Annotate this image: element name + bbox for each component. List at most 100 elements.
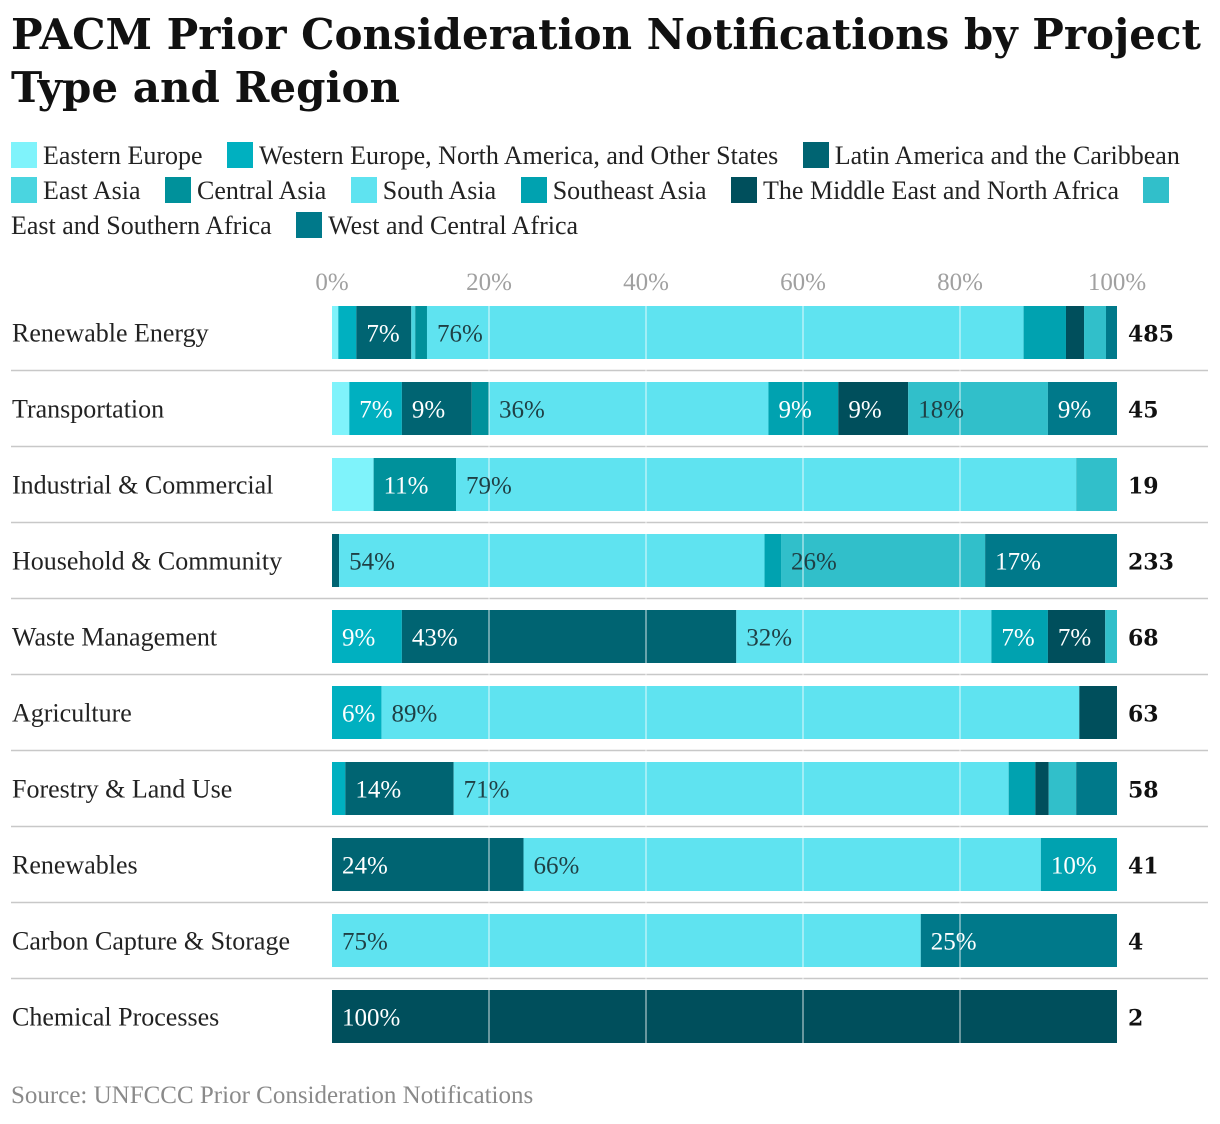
legend-swatch <box>520 177 547 203</box>
data-label: 26% <box>791 549 837 576</box>
data-label: 75% <box>342 929 388 956</box>
bar-segment <box>338 306 357 359</box>
bar-segment <box>908 382 1048 435</box>
legend-swatch <box>296 212 323 238</box>
total-label: 45 <box>1128 398 1159 424</box>
data-label: 9% <box>778 397 811 424</box>
bar-segment <box>1008 762 1036 815</box>
data-label: 11% <box>384 473 429 500</box>
category-label: Household & Community <box>12 547 282 576</box>
legend-swatch <box>350 177 377 203</box>
bar-segment <box>764 534 782 587</box>
total-label: 58 <box>1128 778 1159 804</box>
data-label: 18% <box>918 397 964 424</box>
data-label: 9% <box>1058 397 1091 424</box>
bars <box>332 306 1117 1043</box>
bar-segment <box>339 534 765 587</box>
bar-segment <box>401 610 737 663</box>
bar-segment <box>1076 762 1117 815</box>
category-label: Renewables <box>12 851 138 880</box>
source-note: Source: UNFCCC Prior Consideration Notif… <box>11 1082 534 1109</box>
bar-segment <box>349 382 402 435</box>
legend-label: Southeast Asia <box>552 176 707 205</box>
bar-segment <box>332 838 524 891</box>
bar-segment <box>332 306 339 359</box>
category-label: Transportation <box>12 395 164 424</box>
bar-segment <box>1106 306 1117 359</box>
legend-label: The Middle East and North Africa <box>763 176 1119 205</box>
legend-label: Central Asia <box>197 176 327 205</box>
bar-segment <box>373 458 457 511</box>
bar-segment <box>991 610 1048 663</box>
bar-segment <box>1105 610 1117 663</box>
bar-segment <box>332 610 402 663</box>
bar-segment <box>736 610 992 663</box>
legend-swatch <box>165 177 191 203</box>
bar-segment <box>1023 306 1066 359</box>
bar-segment <box>456 458 1077 511</box>
bar-segment <box>1035 762 1049 815</box>
legend-item: Western Europe, North America, and Other… <box>227 141 778 170</box>
bar-segment <box>1079 686 1117 739</box>
bar-segment <box>332 382 350 435</box>
data-labels: 7% 76% 7% 9% 36% 9% 9% 18% 9% 11% 79% 54% 26% 17% 9% 43… <box>342 321 1097 1032</box>
bar-segment <box>920 914 1117 967</box>
legend-label: West and Central Africa <box>328 211 579 240</box>
data-label: 9% <box>412 397 445 424</box>
bar-segment <box>838 382 909 435</box>
total-label: 2 <box>1128 1006 1143 1032</box>
bar-segment <box>332 914 921 967</box>
bar-segment <box>1040 838 1117 891</box>
bar-segment <box>356 306 412 359</box>
data-label: 100% <box>342 1005 400 1032</box>
data-label: 7% <box>1058 625 1091 652</box>
bar-segment <box>332 534 340 587</box>
legend-item: Eastern Europe <box>11 141 203 170</box>
bar-segment <box>1048 762 1077 815</box>
legend-swatch <box>1143 177 1170 203</box>
legend-label: Latin America and the Caribbean <box>834 141 1180 170</box>
x-tick-label: 60% <box>780 269 826 296</box>
data-label: 36% <box>499 397 545 424</box>
data-label: 79% <box>466 473 512 500</box>
x-tick-label: 40% <box>623 269 669 296</box>
data-label: 66% <box>534 853 580 880</box>
bar-segment <box>1047 610 1106 663</box>
data-label: 76% <box>437 321 483 348</box>
legend-label: East and Southern Africa <box>11 211 272 240</box>
data-label: 32% <box>746 625 792 652</box>
data-label: 9% <box>848 397 881 424</box>
data-label: 6% <box>342 701 375 728</box>
data-label: 9% <box>342 625 375 652</box>
data-label: 10% <box>1051 853 1097 880</box>
x-tick-label: 20% <box>466 269 512 296</box>
bar-segment <box>453 762 1009 815</box>
x-tick-label: 100% <box>1088 269 1146 296</box>
legend-item: The Middle East and North Africa <box>731 176 1119 205</box>
category-label: Agriculture <box>12 699 132 728</box>
data-label: 7% <box>1001 625 1034 652</box>
category-label: Carbon Capture & Storage <box>12 927 290 956</box>
legend-item: East Asia <box>11 176 141 205</box>
legend-swatch <box>11 142 37 168</box>
legend-item: West and Central Africa <box>296 211 578 240</box>
bar-segment <box>781 534 986 587</box>
data-label: 7% <box>359 397 392 424</box>
total-label: 63 <box>1128 702 1159 728</box>
bar-segment <box>523 838 1041 891</box>
chart-title: PACM Prior Consideration Notifications b… <box>11 10 1201 112</box>
data-label: 17% <box>995 549 1041 576</box>
category-label: Forestry & Land Use <box>12 775 232 804</box>
bar-segment <box>345 762 454 815</box>
legend-label: South Asia <box>382 176 497 205</box>
total-label: 485 <box>1128 322 1174 348</box>
bar-segment <box>415 306 427 359</box>
data-label: 54% <box>349 549 395 576</box>
legend-swatch <box>227 142 254 168</box>
bar-segment <box>426 306 1024 359</box>
total-label: 4 <box>1128 930 1143 956</box>
legend-item: Southeast Asia <box>520 176 707 205</box>
total-label: 68 <box>1128 626 1159 652</box>
legend-label: Eastern Europe <box>43 141 203 170</box>
